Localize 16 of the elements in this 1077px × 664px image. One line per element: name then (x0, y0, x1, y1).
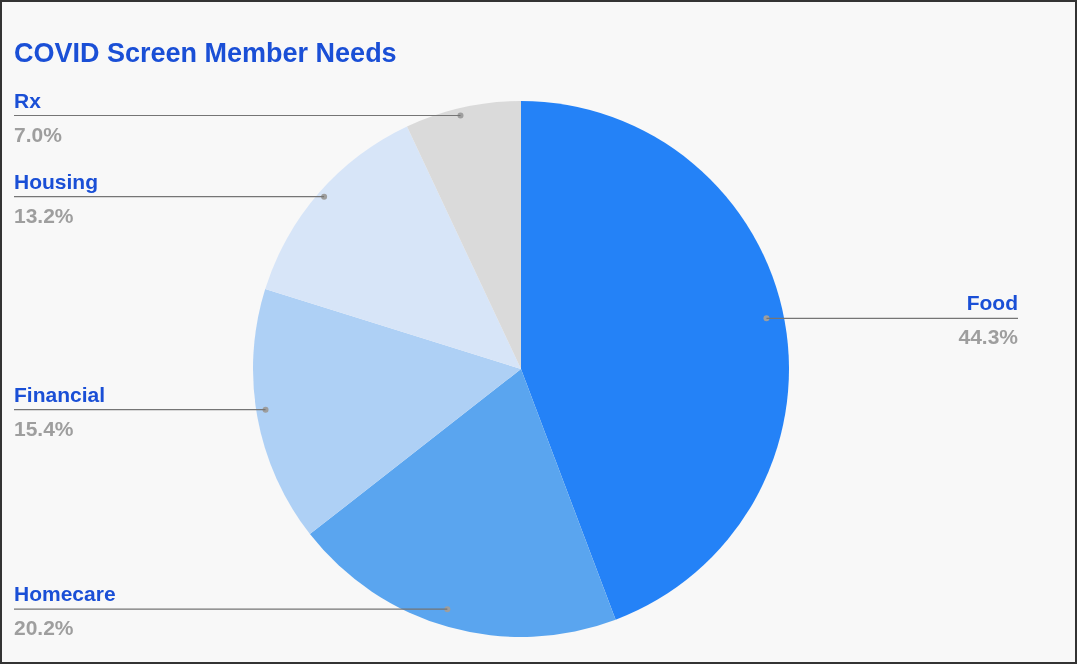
slice-label: Financial (14, 382, 106, 406)
data-label: 15.4% (14, 416, 74, 440)
slice-label: Homecare (14, 582, 116, 606)
data-label: 44.3% (958, 325, 1019, 349)
pie-slice (521, 101, 789, 620)
slice-label: Housing (14, 169, 98, 193)
data-label: 13.2% (14, 203, 74, 227)
data-label: 7.0% (14, 122, 63, 146)
pie-slice (265, 126, 521, 369)
pie-slice (253, 289, 521, 535)
slice-label: Food (966, 291, 1018, 315)
pie-slice (407, 101, 521, 369)
slice-label: Rx (14, 88, 42, 112)
chart-title: COVID Screen Member Needs (14, 38, 397, 69)
pie-slice (309, 369, 616, 637)
data-label: 20.2% (14, 616, 74, 640)
